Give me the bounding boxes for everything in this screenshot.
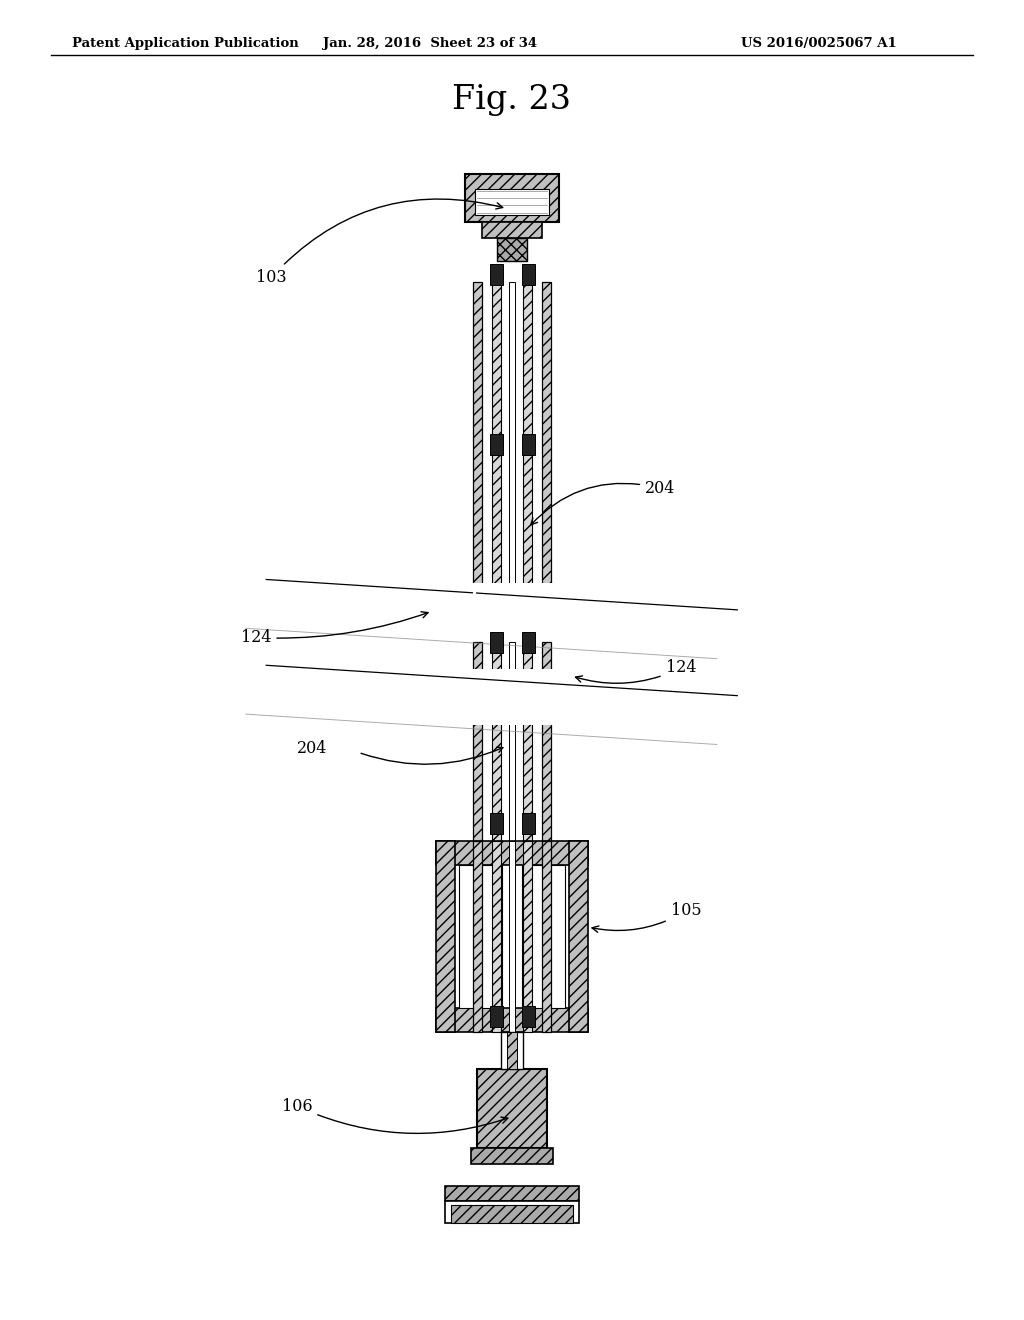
- Bar: [490, 434, 503, 455]
- Bar: [522, 865, 565, 1008]
- Bar: [507, 1032, 517, 1069]
- Bar: [459, 865, 502, 1008]
- Bar: [436, 1008, 588, 1032]
- Text: 204: 204: [297, 741, 328, 756]
- Bar: [471, 1148, 553, 1164]
- Bar: [523, 841, 532, 1032]
- Text: 204: 204: [530, 480, 676, 525]
- Bar: [490, 1006, 503, 1027]
- Bar: [482, 222, 542, 238]
- Bar: [472, 583, 561, 639]
- Bar: [445, 1187, 579, 1201]
- Bar: [473, 642, 482, 841]
- Bar: [492, 642, 501, 841]
- Bar: [492, 841, 501, 1032]
- Bar: [445, 1201, 579, 1224]
- Bar: [523, 282, 532, 611]
- Text: 106: 106: [282, 1098, 508, 1134]
- Text: 124: 124: [575, 660, 696, 684]
- Text: 105: 105: [592, 903, 701, 932]
- Bar: [492, 282, 501, 611]
- Bar: [542, 642, 551, 841]
- Bar: [509, 841, 515, 1032]
- Bar: [542, 841, 551, 1032]
- Text: Fig. 23: Fig. 23: [453, 84, 571, 116]
- Bar: [436, 841, 588, 865]
- Bar: [501, 1032, 523, 1069]
- Bar: [497, 238, 527, 261]
- Bar: [475, 189, 549, 215]
- Text: 124: 124: [241, 611, 428, 645]
- Bar: [522, 434, 535, 455]
- Bar: [522, 813, 535, 834]
- Bar: [436, 841, 455, 1032]
- Text: Jan. 28, 2016  Sheet 23 of 34: Jan. 28, 2016 Sheet 23 of 34: [323, 37, 538, 50]
- Bar: [473, 282, 482, 611]
- Bar: [472, 669, 561, 725]
- Bar: [509, 282, 515, 611]
- Bar: [509, 642, 515, 841]
- Bar: [542, 282, 551, 611]
- Bar: [523, 642, 532, 841]
- Bar: [473, 583, 476, 639]
- Bar: [451, 1205, 573, 1224]
- Bar: [490, 813, 503, 834]
- Bar: [490, 632, 503, 653]
- Text: Patent Application Publication: Patent Application Publication: [72, 37, 298, 50]
- Bar: [490, 264, 503, 285]
- Bar: [522, 632, 535, 653]
- Bar: [522, 264, 535, 285]
- Bar: [522, 1006, 535, 1027]
- Bar: [473, 841, 482, 1032]
- Text: US 2016/0025067 A1: US 2016/0025067 A1: [741, 37, 897, 50]
- Bar: [465, 174, 559, 222]
- Bar: [477, 1069, 547, 1148]
- Bar: [569, 841, 588, 1032]
- Text: 103: 103: [256, 199, 503, 285]
